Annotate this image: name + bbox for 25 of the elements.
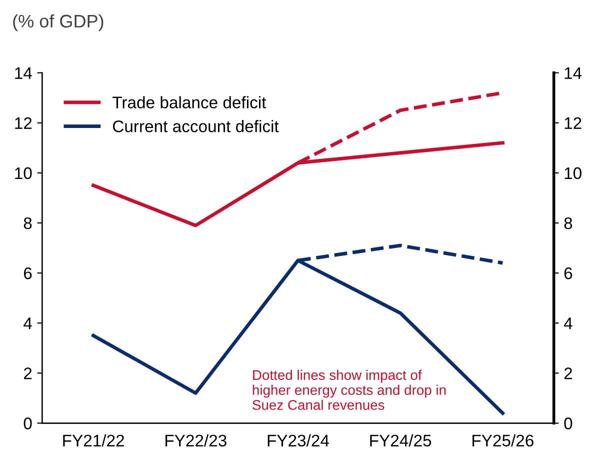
x-tick-label: FY21/22 [63,434,124,447]
y2-tick-label: 6 [564,267,572,280]
x-tick-label: FY23/24 [268,434,330,447]
chart-subtitle: (% of GDP) [13,14,104,32]
y-tick-label: 2 [24,368,32,380]
y-tick-label: 12 [15,117,32,129]
y2-tick-label: 8 [564,217,572,230]
y-tick-label: 14 [15,67,32,79]
y-tick-label: 6 [24,267,32,280]
annotation: Dotted lines show impact of higher energy costs and drop in Suez Canal revenues [252,370,446,410]
legend-label: Trade balance deficit [112,96,266,108]
y2-tick-label: 12 [564,117,582,129]
y2-tick-label: 2 [564,368,572,380]
y2-tick-label: 4 [564,318,572,330]
x-tick-label: FY24/25 [370,434,432,447]
y2-tick-label: 14 [564,67,582,79]
y-tick-label: 0 [24,418,32,430]
x-tick-label: FY22/23 [166,434,226,447]
y-tick-label: 10 [15,167,32,180]
x-tick-label: FY25/26 [472,434,534,447]
y2-tick-label: 0 [564,418,572,430]
y2-tick-label: 10 [564,167,582,180]
legend-label: Current account deficit [112,120,279,132]
y-tick-label: 8 [24,217,32,230]
y-tick-label: 4 [24,318,32,330]
